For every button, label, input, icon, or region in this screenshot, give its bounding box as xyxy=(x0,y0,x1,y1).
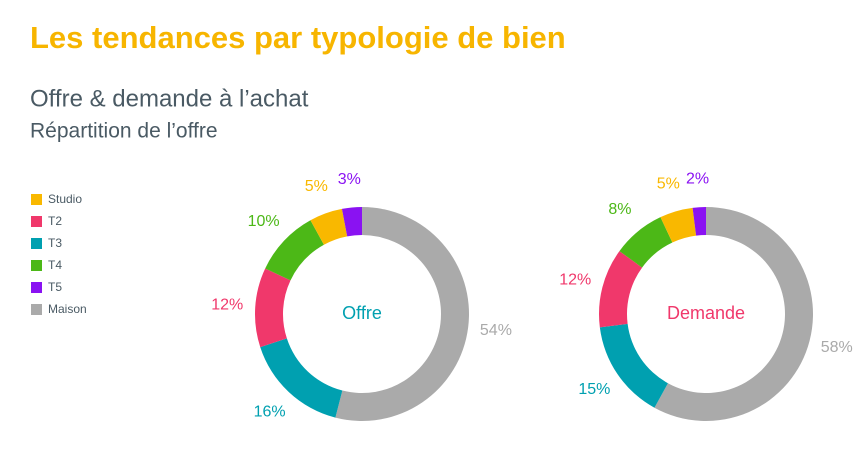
value-label: 2% xyxy=(686,170,709,187)
value-label: 12% xyxy=(211,297,243,314)
legend-swatch xyxy=(31,282,42,293)
value-label: 5% xyxy=(657,176,680,193)
donut-segment xyxy=(599,251,643,328)
legend-text: Maison xyxy=(48,302,87,316)
legend-swatch xyxy=(31,304,42,315)
legend-text: T2 xyxy=(48,214,62,228)
donut-segment xyxy=(265,220,324,281)
legend-text: T3 xyxy=(48,236,62,250)
legend-text: T5 xyxy=(48,280,62,294)
center-label: Offre xyxy=(342,303,382,323)
donut-segment xyxy=(692,207,706,236)
donut-segment xyxy=(619,217,673,268)
legend-text: Studio xyxy=(48,192,82,206)
value-label: 3% xyxy=(338,171,361,188)
value-label: 58% xyxy=(821,339,853,356)
donut-segment xyxy=(254,268,291,348)
value-label: 10% xyxy=(248,213,280,230)
legend-swatch xyxy=(31,194,42,205)
donut-segment xyxy=(335,207,469,421)
donut-segment xyxy=(660,207,697,243)
value-label: 54% xyxy=(480,322,512,339)
value-label: 16% xyxy=(254,404,286,421)
donut-segment xyxy=(599,323,668,408)
legend-swatch xyxy=(31,216,42,227)
donut-segment xyxy=(341,207,362,237)
value-label: 15% xyxy=(578,381,610,398)
donut-segment xyxy=(654,207,814,422)
legend-swatch xyxy=(31,260,42,271)
value-label: 8% xyxy=(608,201,631,218)
subtitle: Offre & demande à l’achat xyxy=(30,85,309,112)
value-label: 12% xyxy=(559,272,591,289)
donut-segment xyxy=(310,208,348,245)
title: Les tendances par typologie de bien xyxy=(30,20,566,55)
center-label: Demande xyxy=(667,303,745,323)
donut-segment xyxy=(260,338,343,418)
legend-swatch xyxy=(31,238,42,249)
subtitle-2: Répartition de l’offre xyxy=(30,120,218,143)
legend-text: T4 xyxy=(48,258,62,272)
value-label: 5% xyxy=(305,178,328,195)
